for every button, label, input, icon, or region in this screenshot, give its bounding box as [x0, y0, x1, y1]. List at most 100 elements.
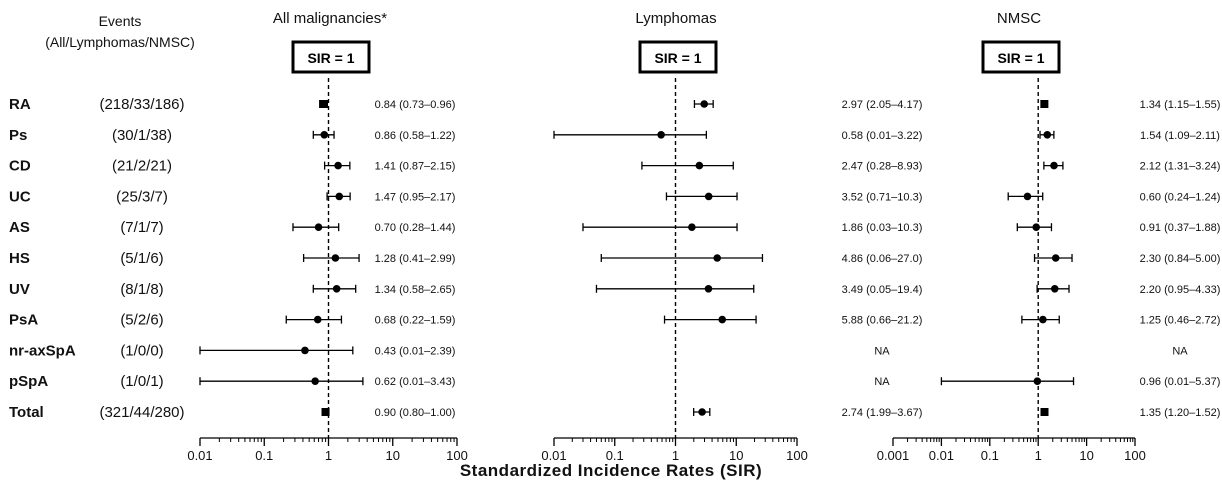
value-label: 0.86 (0.58–1.22): [375, 130, 456, 142]
sir-reference-label: SIR = 1: [307, 50, 354, 66]
tick-label: 0.001: [877, 448, 910, 463]
point-estimate-circle: [320, 131, 329, 139]
x-axis-title: Standardized Incidence Rates (SIR): [459, 461, 763, 480]
row-label-uc: UC: [9, 188, 31, 205]
row-label-nr-axspa: nr-axSpA: [9, 342, 76, 359]
value-label: 0.58 (0.01–3.22): [842, 130, 923, 142]
value-label: 2.97 (2.05–4.17): [842, 99, 923, 111]
point-estimate-circle: [657, 131, 665, 139]
value-label: 3.49 (0.05–19.4): [842, 284, 923, 296]
tick-label: 0.01: [541, 448, 566, 463]
row-label-ra: RA: [9, 96, 31, 113]
point-estimate-circle: [1023, 192, 1032, 201]
point-estimate-square: [321, 408, 330, 416]
point-estimate-circle: [718, 315, 727, 324]
row-events-pspa: (1/0/1): [120, 373, 163, 390]
sir-reference-label: SIR = 1: [997, 50, 1044, 66]
row-events-hs: (5/1/6): [120, 250, 163, 267]
tick-label: 100: [786, 448, 808, 463]
events-header-line2: (All/Lymphomas/NMSC): [45, 34, 195, 50]
value-label: 1.47 (0.95–2.17): [375, 191, 456, 203]
row-label-ps: Ps: [9, 127, 27, 144]
point-estimate-circle: [335, 192, 344, 201]
panel-1: Lymphomas SIR = 1 0.01 0.1 1 10 100 2.97 (2.05–…: [541, 10, 922, 463]
point-estimate-circle: [1050, 161, 1058, 170]
point-estimate-circle: [698, 408, 706, 416]
value-label: 0.90 (0.80–1.00): [375, 407, 456, 419]
panel-0: All malignancies* SIR = 1 0.01 0.1 1 10 100 0.8…: [187, 10, 468, 463]
point-estimate-circle: [704, 285, 713, 293]
row-label-uv: UV: [9, 281, 30, 298]
panel-title: NMSC: [997, 10, 1041, 27]
row-events-uv: (8/1/8): [120, 281, 163, 298]
value-label: 1.28 (0.41–2.99): [375, 253, 456, 265]
value-label: 1.41 (0.87–2.15): [375, 161, 456, 173]
tick-label: 0.1: [606, 448, 624, 463]
tick-label: 0.01: [929, 448, 954, 463]
row-events-psa: (5/2/6): [120, 312, 163, 329]
row-events-nr-axspa: (1/0/0): [120, 342, 163, 359]
events-header-line1: Events: [98, 13, 142, 29]
value-label: NA: [1172, 345, 1188, 357]
value-label: 2.30 (0.84–5.00): [1140, 253, 1221, 265]
tick-label: 100: [1124, 448, 1146, 463]
value-label: 1.34 (0.58–2.65): [375, 284, 456, 296]
value-label: 2.74 (1.99–3.67): [842, 407, 923, 419]
point-estimate-circle: [301, 346, 309, 355]
value-label: 3.52 (0.71–10.3): [842, 191, 923, 203]
point-estimate-circle: [1043, 131, 1052, 139]
value-label: 0.84 (0.73–0.96): [375, 99, 456, 111]
panel-title: All malignancies*: [273, 10, 387, 27]
point-estimate-circle: [331, 254, 340, 262]
point-estimate-circle: [314, 223, 323, 231]
point-estimate-circle: [688, 223, 696, 231]
tick-label: 1: [672, 448, 679, 463]
value-label: 0.70 (0.28–1.44): [375, 222, 456, 234]
panel-title: Lymphomas: [635, 10, 716, 27]
point-estimate-circle: [713, 254, 722, 262]
point-estimate-circle: [1039, 315, 1047, 324]
value-label: NA: [874, 376, 890, 388]
sir-reference-box: [981, 40, 1061, 74]
value-label: 0.43 (0.01–2.39): [375, 345, 456, 357]
value-label: 1.86 (0.03–10.3): [842, 222, 923, 234]
tick-label: 10: [1079, 448, 1093, 463]
row-events-uc: (25/3/7): [116, 188, 168, 205]
tick-label: 10: [729, 448, 743, 463]
value-label: 5.88 (0.66–21.2): [842, 315, 923, 327]
row-label-as: AS: [9, 219, 30, 236]
row-label-pspa: pSpA: [9, 373, 48, 390]
row-label-psa: PsA: [9, 312, 38, 329]
row-events-ps: (30/1/38): [112, 127, 172, 144]
value-label: 4.86 (0.06–27.0): [842, 253, 923, 265]
point-estimate-square: [319, 100, 328, 108]
value-label: 1.54 (1.09–2.11): [1140, 130, 1220, 142]
sir-reference-box: [291, 40, 371, 74]
value-label: 2.12 (1.31–3.24): [1140, 161, 1221, 173]
row-events-total: (321/44/280): [99, 404, 184, 421]
point-estimate-circle: [311, 377, 319, 386]
point-estimate-square: [1040, 100, 1049, 108]
value-label: 0.62 (0.01–3.43): [375, 376, 456, 388]
sir-reference-label: SIR = 1: [654, 50, 701, 66]
point-estimate-circle: [313, 315, 322, 324]
value-label: 1.35 (1.20–1.52): [1140, 407, 1221, 419]
value-label: 0.96 (0.01–5.37): [1140, 376, 1221, 388]
tick-label: 10: [386, 448, 400, 463]
tick-label: 0.1: [255, 448, 273, 463]
point-estimate-circle: [1033, 377, 1042, 386]
value-label: 1.25 (0.46–2.72): [1140, 315, 1221, 327]
value-label: 1.34 (1.15–1.55): [1140, 99, 1221, 111]
value-label: 2.47 (0.28–8.93): [842, 161, 923, 173]
point-estimate-circle: [695, 161, 704, 170]
value-label: 0.68 (0.22–1.59): [375, 315, 456, 327]
value-label: NA: [874, 345, 890, 357]
row-label-total: Total: [9, 404, 44, 421]
point-estimate-circle: [334, 161, 342, 170]
sir-reference-box: [638, 40, 718, 74]
point-estimate-circle: [704, 192, 713, 201]
point-estimate-circle: [332, 285, 341, 293]
tick-label: 1: [325, 448, 332, 463]
